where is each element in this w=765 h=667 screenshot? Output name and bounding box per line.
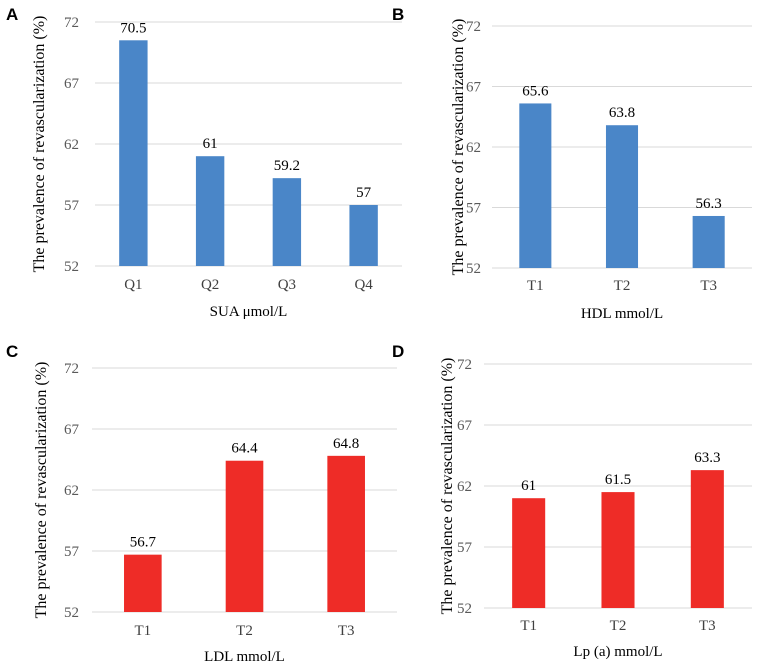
data-label: 65.6 [522, 83, 549, 99]
panel-letter: A [6, 5, 18, 24]
x-tick-label: T3 [700, 278, 717, 294]
bar-t3 [692, 215, 725, 268]
y-tick-label: 62 [466, 140, 481, 156]
panel-c: C The prevalence of revascularization (%)… [6, 342, 397, 665]
bar-q1 [119, 40, 148, 266]
x-tick-label: T1 [520, 618, 537, 634]
y-tick-label: 57 [64, 544, 80, 560]
y-tick-label: 52 [64, 605, 79, 621]
y-tick-label: 72 [466, 19, 481, 35]
x-axis-title: Lp (a) mmol/L [573, 644, 662, 660]
y-tick-label: 62 [457, 479, 472, 495]
x-tick-label: T1 [527, 278, 544, 294]
y-tick-label: 57 [457, 540, 473, 556]
x-axis-title: LDL mmol/L [204, 649, 285, 665]
bar-t1 [124, 554, 162, 612]
panel-d: D The prevalence of revascularization (%)… [392, 342, 752, 660]
y-tick-label: 62 [64, 137, 79, 153]
panel-a: A The prevalence of revascularization (%)… [6, 5, 402, 320]
y-tick-label: 72 [64, 15, 79, 31]
y-tick-label: 62 [64, 483, 79, 499]
data-label: 64.4 [231, 441, 258, 457]
x-tick-label: Q1 [124, 277, 142, 293]
x-tick-label: T1 [134, 623, 151, 639]
bar-t1 [519, 103, 552, 268]
x-tick-label: Q4 [354, 277, 373, 293]
data-label: 57 [356, 185, 372, 201]
y-tick-label: 72 [457, 357, 472, 373]
panel-letter: D [392, 342, 404, 361]
panel-b: B The prevalence of revascularization (%)… [392, 5, 752, 322]
bar-q2 [195, 156, 225, 266]
y-tick-label: 57 [466, 201, 482, 217]
y-tick-label: 67 [466, 80, 482, 96]
data-label: 61.5 [605, 472, 631, 488]
panel-letter: B [392, 5, 404, 24]
data-label: 56.3 [696, 196, 722, 212]
data-label: 59.2 [274, 158, 300, 174]
bar-t2 [225, 460, 264, 612]
data-label: 61 [203, 136, 218, 152]
bar-t3 [690, 470, 724, 608]
data-label: 61 [521, 478, 536, 494]
y-axis-title: The prevalence of revascularization (%) [450, 19, 467, 276]
y-tick-label: 67 [64, 76, 80, 92]
y-tick-label: 67 [457, 418, 473, 434]
x-axis-title: SUA μmol/L [210, 304, 288, 320]
panel-letter: C [6, 342, 18, 361]
data-label: 63.3 [694, 450, 720, 466]
bar-t2 [605, 125, 639, 268]
y-axis-title: The prevalence of revascularization (%) [439, 358, 456, 615]
bar-q4 [349, 205, 378, 266]
bar-t1 [512, 498, 546, 608]
y-axis-title: The prevalence of revascularization (%) [33, 362, 50, 619]
x-tick-label: T3 [699, 618, 716, 634]
y-tick-label: 52 [64, 259, 79, 275]
bar-t3 [327, 455, 365, 612]
x-axis-title: HDL mmol/L [581, 306, 663, 322]
x-tick-label: T2 [610, 618, 627, 634]
y-tick-label: 57 [64, 198, 80, 214]
bar-t2 [601, 492, 635, 608]
x-tick-label: Q3 [278, 277, 296, 293]
y-tick-label: 72 [64, 361, 79, 377]
y-axis-title: The prevalence of revascularization (%) [31, 16, 48, 273]
y-tick-label: 67 [64, 422, 80, 438]
y-tick-label: 52 [466, 261, 481, 277]
data-label: 70.5 [120, 20, 146, 36]
bar-q3 [272, 178, 302, 266]
x-tick-label: T3 [338, 623, 355, 639]
data-label: 63.8 [609, 105, 635, 121]
data-label: 64.8 [333, 436, 359, 452]
x-tick-label: Q2 [201, 277, 219, 293]
x-tick-label: T2 [236, 623, 253, 639]
y-tick-label: 52 [457, 601, 472, 617]
x-tick-label: T2 [614, 278, 631, 294]
data-label: 56.7 [130, 535, 157, 551]
